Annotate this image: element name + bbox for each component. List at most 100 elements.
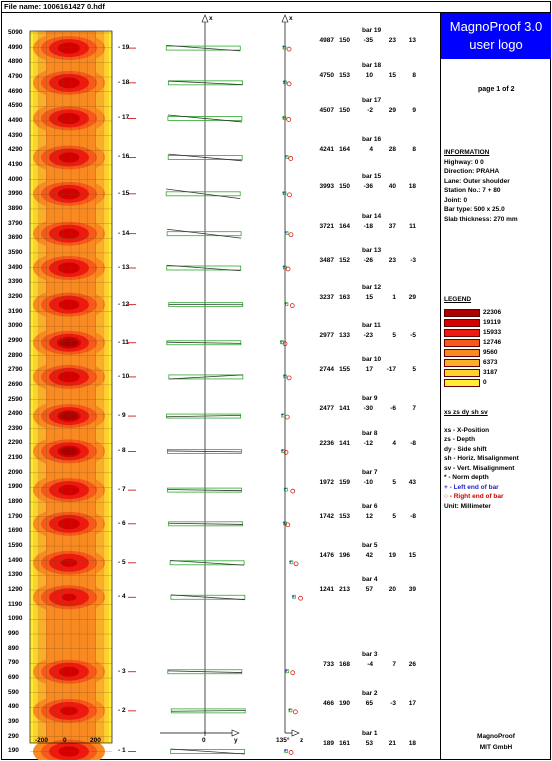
depth-marker-9 [281,413,285,418]
legend-swatch [444,359,480,367]
bar-rect-4 [170,594,246,600]
bar-number: - 8 [118,447,126,455]
bar-zs: 153 [339,512,350,520]
y-tick-label: 3790 [8,219,23,227]
bar-zs: 153 [339,71,350,79]
sidebar-divider [440,12,441,760]
y-tick-label: 1890 [8,498,23,506]
abbrev-line: ○ - Right end of bar [444,493,504,500]
bar-number: - 5 [118,558,126,566]
y-tick-label: 4490 [8,116,23,124]
depth-marker-2 [288,708,293,713]
bar-dy: 53 [365,740,373,748]
bar-dy: 10 [365,71,373,79]
footer-brand: MagnoProof [477,733,515,740]
bar-name: bar 8 [362,430,378,438]
bar-dy: 65 [365,699,373,707]
bar-sh: 23 [388,37,396,45]
bar-line-15 [166,188,241,200]
y-tick-label: 490 [8,703,19,711]
bar-xs: 2744 [319,365,334,373]
y-tick-label: 790 [8,659,19,667]
left-end-marker-11: + [279,340,283,346]
hotspot-bar-14 [58,228,80,239]
bar-dy: -18 [363,222,373,230]
hotspot-bar-16 [58,152,80,163]
bar-dy: -36 [363,182,373,190]
y-tick-label: 4190 [8,160,23,168]
depth-marker-18 [283,80,287,85]
right-end-marker-6 [285,522,291,528]
x-axis-label-2: x [289,15,293,22]
hotspot-bar-12 [58,299,80,310]
legend-value: 12746 [483,339,502,346]
bar-rect-10 [168,374,244,380]
z-axis-label: z [300,737,304,744]
contour-edge-right-outer [109,31,112,743]
bar-sv: 18 [408,182,416,190]
legend-swatch [444,319,480,327]
bar-line-2 [171,710,246,712]
bar-rect-11 [166,340,242,346]
bar-number: - 19 [118,44,130,52]
abbrev-block: xs zs dy sh sv xs - X-Position zs - Depth… [444,408,519,511]
left-end-marker-9: + [281,413,285,419]
left-end-marker-3: + [285,669,289,675]
bar-rect-17 [167,116,243,121]
bar-sv: 15 [408,551,416,559]
bar-line-13 [166,264,241,272]
bar-xs: 189 [323,740,334,748]
bar-number: - 14 [118,229,130,237]
bar-sv: 8 [412,71,416,79]
depth-marker-3 [285,669,290,674]
bar-sv: 7 [412,405,416,413]
hotspot-bar-6 [58,518,80,530]
legend-swatch [444,309,480,317]
bar-zs: 159 [339,479,350,487]
right-end-marker-10 [286,375,292,381]
bar-sh: 40 [388,182,396,190]
bar-sh: 28 [388,146,396,154]
bar-sv: 39 [408,586,416,594]
left-end-marker-19: + [282,45,286,51]
y-tick-label: 3590 [8,248,23,256]
bar-number: - 6 [118,519,126,527]
right-end-marker-5 [293,561,299,567]
information-line: Station No.: 7 + 80 [444,187,501,194]
contour-edge-left [30,31,39,743]
contour-x-tick: -200 [35,737,49,744]
bar-sv: -8 [410,440,416,448]
depth-marker-4 [292,594,296,599]
y-tick-label: 2290 [8,439,23,447]
depth-marker-7 [284,487,288,492]
hotspot-bar-4 [61,593,77,601]
bar-dy: -12 [363,440,373,448]
y-tick-label: 5090 [8,29,23,36]
y-tick-label: 2390 [8,424,23,432]
bar-zs: 213 [339,586,350,594]
bar-sh: 20 [388,586,396,594]
y-tick-label: 2890 [8,351,23,359]
left-end-marker-13: + [282,265,286,271]
bar-sh: 29 [388,107,396,115]
information-line: Joint: 0 [444,196,468,204]
y-tick-label: 4290 [8,146,23,154]
bar-line-6 [168,522,243,525]
left-end-marker-6: + [282,521,286,527]
left-end-marker-8: + [281,448,285,454]
y-tick-label: 4690 [8,87,23,95]
x-axis-arrow [201,14,209,23]
y-tick-label: 2490 [8,410,23,418]
bar-zs: 150 [339,37,350,45]
bar-line-3 [167,670,242,673]
right-end-marker-9 [284,414,290,420]
bar-line-8 [167,450,242,453]
y-tick-label: 2690 [8,380,23,388]
bar-line-18 [168,80,243,86]
bar-zs: 133 [339,331,350,339]
bar-sv: -8 [410,512,416,520]
bar-dy: 17 [365,365,373,373]
y-tick-label: 3390 [8,278,23,286]
right-end-marker-18 [286,81,292,87]
